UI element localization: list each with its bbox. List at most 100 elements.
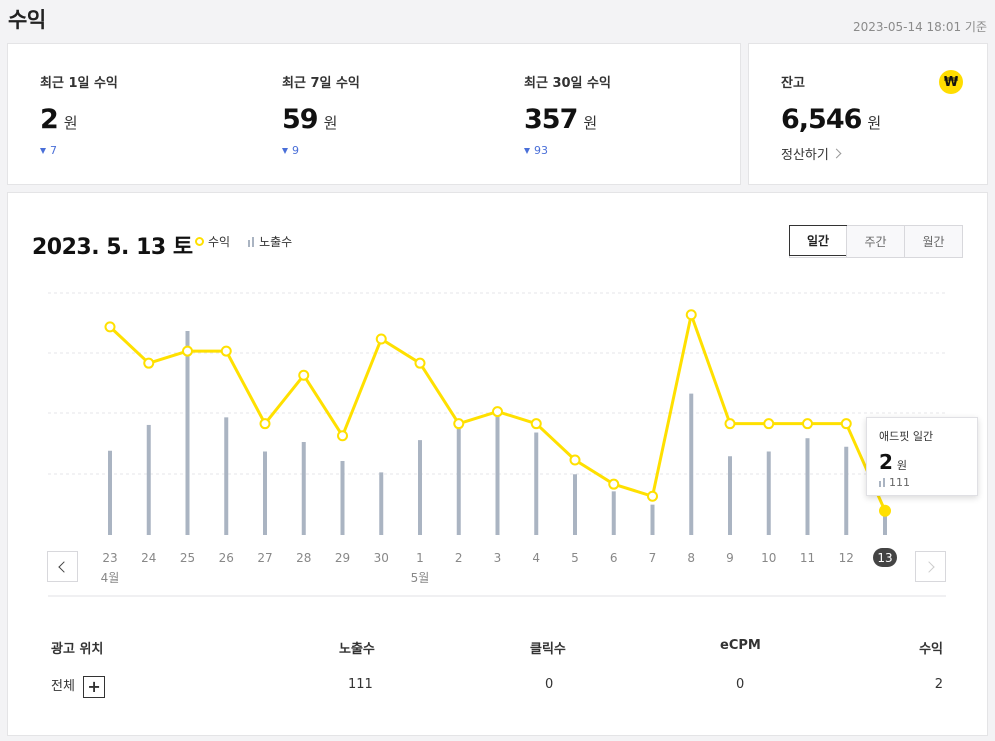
stat-label: 최근 1일 수익: [40, 76, 118, 91]
impressions-bar: [340, 460, 345, 535]
revenue-point: [220, 345, 232, 357]
won-icon: ₩: [939, 70, 963, 94]
arrow-down-icon: [524, 147, 530, 154]
revenue-point: [453, 418, 465, 430]
revenue-point: [647, 490, 658, 502]
expand-plus-button[interactable]: +: [83, 675, 106, 698]
chevron-left-icon: [58, 560, 70, 573]
revenue-point: [840, 418, 852, 430]
chart-legend: 수익 노출수: [195, 233, 292, 250]
impressions-bar: [418, 440, 422, 535]
stat-delta-value: 7: [50, 144, 57, 157]
x-tick-label: 23: [102, 551, 117, 565]
tooltip-title: 애드핏 일간: [879, 430, 934, 443]
x-tick-label: 13: [877, 551, 892, 565]
x-tick-label: 9: [726, 551, 734, 565]
x-tick-label: 3: [494, 551, 502, 565]
tab-monthly[interactable]: 월간: [904, 226, 962, 257]
selected-tick-pill: [873, 548, 897, 567]
chart-prev-button[interactable]: [47, 551, 78, 582]
revenue-point: [763, 418, 775, 430]
stat-unit: 원: [583, 114, 598, 132]
impressions-bar: [108, 450, 112, 535]
impressions-bar: [301, 442, 306, 535]
month-label: 5월: [411, 571, 430, 585]
x-tick-label: 4: [532, 551, 540, 565]
impressions-bar: [185, 331, 190, 535]
revenue-point: [530, 418, 542, 430]
impressions-bar: [379, 472, 384, 535]
balance-value: 6,546: [781, 104, 862, 135]
x-tick-label: 27: [257, 551, 272, 565]
revenue-point: [375, 333, 387, 345]
impressions-bar: [573, 474, 577, 535]
stat-value: 2: [40, 104, 59, 135]
x-tick-label: 28: [296, 551, 311, 565]
tooltip-unit: 원: [896, 459, 908, 472]
impressions-bar: [456, 428, 461, 535]
revenue-legend-icon: [195, 237, 204, 246]
stat-7day: 최근 7일 수익 59 원 9: [282, 72, 360, 157]
row-revenue: 2: [934, 677, 943, 692]
row-name-cell: 전체 +: [51, 675, 106, 698]
revenue-point: [685, 309, 697, 321]
period-toggle: 일간 주간 월간: [789, 225, 963, 258]
col-ad-position: 광고 위치: [51, 642, 104, 657]
legend-impressions-label: 노출수: [259, 235, 293, 249]
balance-unit: 원: [867, 114, 882, 132]
row-clicks: 0: [545, 677, 554, 692]
x-tick-label: 11: [800, 551, 815, 565]
chart-next-button[interactable]: [915, 551, 946, 582]
stat-label: 최근 7일 수익: [282, 76, 360, 91]
x-tick-label: 26: [219, 551, 234, 565]
stat-1day: 최근 1일 수익 2 원 7: [40, 72, 118, 157]
revenue-point: [569, 454, 581, 466]
stat-unit: 원: [63, 114, 78, 132]
balance-stat: 잔고 6,546 원: [781, 72, 881, 135]
x-tick-label: 12: [839, 551, 854, 565]
revenue-summary-card: 최근 1일 수익 2 원 7 최근 7일 수익 59 원 9 최근 30일 수익…: [7, 43, 741, 185]
stat-delta: 9: [282, 144, 360, 157]
impressions-bar: [766, 451, 771, 535]
balance-card: 잔고 6,546 원 ₩ 정산하기: [748, 43, 988, 185]
revenue-point: [143, 357, 155, 369]
impressions-bar: [611, 491, 616, 535]
balance-label: 잔고: [781, 76, 805, 91]
impressions-bar: [689, 393, 694, 535]
impressions-bar: [534, 432, 539, 535]
x-tick-label: 30: [374, 551, 389, 565]
impressions-icon: [879, 478, 885, 487]
settle-link[interactable]: 정산하기: [781, 144, 842, 163]
x-tick-label: 8: [687, 551, 695, 565]
revenue-point: [414, 357, 426, 369]
stat-delta: 93: [524, 144, 611, 157]
tooltip-impressions: 111: [879, 476, 965, 489]
x-tick-label: 5: [571, 551, 579, 565]
revenue-point: [104, 321, 116, 333]
tab-weekly[interactable]: 주간: [846, 226, 904, 257]
impressions-bar: [224, 417, 229, 535]
col-impressions: 노출수: [339, 642, 375, 657]
stat-value: 357: [524, 104, 578, 135]
legend-revenue-label: 수익: [208, 235, 231, 249]
row-name: 전체: [51, 679, 75, 694]
row-impressions: 111: [348, 677, 373, 692]
impressions-bar: [805, 438, 810, 535]
x-tick-label: 29: [335, 551, 350, 565]
impressions-bar: [650, 504, 655, 535]
x-tick-label: 24: [141, 551, 156, 565]
stat-value: 59: [282, 104, 319, 135]
impressions-legend-icon: [248, 236, 255, 247]
revenue-point: [802, 418, 813, 430]
revenue-point: [337, 430, 348, 442]
impressions-bar: [883, 513, 887, 535]
chevron-right-icon: [831, 148, 842, 159]
revenue-point: [492, 406, 503, 418]
stat-delta: 7: [40, 144, 118, 157]
chevron-right-icon: [923, 560, 935, 573]
page-title: 수익: [8, 8, 46, 32]
chart-card: 2023. 5. 13 토 수익 노출수 일간 주간 월간 23 24 25 26 27…: [7, 192, 988, 736]
arrow-down-icon: [282, 147, 288, 154]
updated-timestamp: 2023-05-14 18:01 기준: [852, 20, 987, 34]
